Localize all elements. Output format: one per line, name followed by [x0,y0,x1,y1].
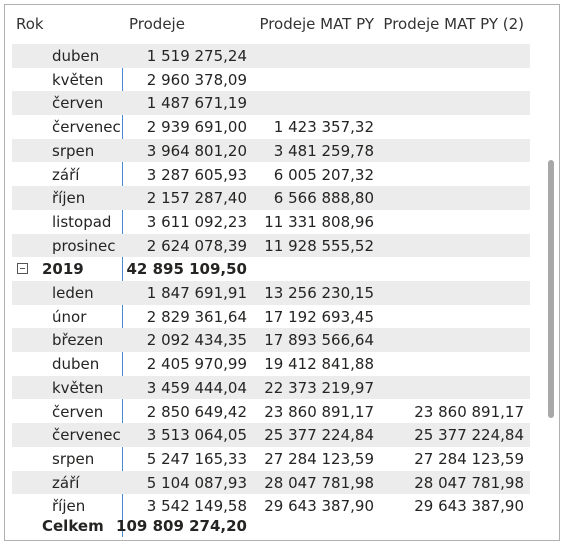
row-shade [12,138,530,163]
row-label: duben [52,355,100,374]
value-cell: 2 939 691,00 [146,118,247,137]
value-cell: 27 284 123,59 [414,449,524,468]
value-cell: 19 412 841,88 [264,355,374,374]
value-cell: 13 256 230,15 [264,284,374,302]
row-label: červenec [52,426,121,445]
value-cell: 28 047 781,98 [414,473,524,492]
row-label: listopad [52,212,112,231]
value-cell: 5 104 087,93 [146,473,247,492]
column-header[interactable]: Prodeje MAT PY (2) [383,15,524,33]
row-label: duben [52,47,100,65]
column-header[interactable]: Rok [16,15,44,33]
value-cell: 29 643 387,90 [264,497,374,516]
value-cell: 11 331 808,96 [264,212,374,231]
row-label: březen [52,331,104,350]
value-cell: 29 643 387,90 [414,497,524,516]
value-cell: 23 860 891,17 [414,402,524,421]
value-cell: 2 157 287,40 [146,189,247,208]
row-label: květen [52,70,104,89]
value-cell: 1 847 691,91 [146,284,247,302]
row-label: prosinec [52,236,116,255]
total-label: Celkem [42,517,104,535]
row-label: červen [52,402,104,421]
row-shade [12,186,530,210]
value-cell: 11 928 555,52 [264,236,374,255]
value-cell: 17 192 693,45 [264,307,374,326]
column-header[interactable]: Prodeje [129,15,185,33]
row-label: únor [52,307,87,326]
value-cell: 6 566 888,80 [273,189,374,208]
value-cell: 1 519 275,24 [146,47,247,65]
row-shade [12,281,530,305]
value-cell: 1 487 671,19 [146,94,247,113]
row-shade [12,233,530,258]
row-label: leden [52,284,94,302]
column-header[interactable]: Prodeje MAT PY [259,15,374,33]
value-cell: 5 247 165,33 [146,449,247,468]
row-label: září [52,473,80,492]
value-cell: 25 377 224,84 [264,426,374,445]
row-label: srpen [52,449,95,468]
expand-toggle[interactable] [17,263,28,275]
value-cell: 23 860 891,17 [264,402,374,421]
row-shade [12,328,530,353]
value-cell: 3 287 605,93 [146,165,247,184]
value-cell: 3 459 444,04 [146,378,247,397]
row-shade [12,375,530,400]
value-cell: 6 005 207,32 [273,165,374,184]
value-cell: 2 960 378,09 [146,70,247,89]
value-cell: 27 284 123,59 [264,449,374,468]
value-cell: 2 850 649,42 [146,402,247,421]
row-shade [12,470,530,495]
row-label: září [52,165,80,184]
group-label: 2019 [42,260,84,279]
matrix-visual [4,4,560,541]
row-label: červen [52,94,104,113]
value-cell: 2 405 970,99 [146,355,247,374]
value-cell: 3 964 801,20 [146,141,247,160]
value-cell: 2 829 361,64 [146,307,247,326]
value-cell: 22 373 219,97 [264,378,374,397]
value-cell: 3 513 064,05 [146,426,247,445]
scrollbar[interactable] [548,160,554,418]
row-label: květen [52,378,104,397]
row-label: srpen [52,141,95,160]
row-label: říjen [52,497,86,516]
value-cell: 2 624 078,39 [146,236,247,255]
total-value: 109 809 274,20 [116,517,247,535]
value-cell: 17 893 566,64 [264,331,374,350]
row-shade [12,423,530,447]
value-cell: 25 377 224,84 [414,426,524,445]
row-label: říjen [52,189,86,208]
value-cell: 28 047 781,98 [264,473,374,492]
value-cell: 2 092 434,35 [146,331,247,350]
value-cell: 1 423 357,32 [273,118,374,137]
row-shade [12,91,530,116]
row-shade [12,44,530,68]
value-cell: 3 611 092,23 [146,212,247,231]
value-cell: 42 895 109,50 [126,260,247,279]
value-cell: 3 481 259,78 [273,141,374,160]
row-label: červenec [52,118,121,137]
value-cell: 3 542 149,58 [146,497,247,516]
